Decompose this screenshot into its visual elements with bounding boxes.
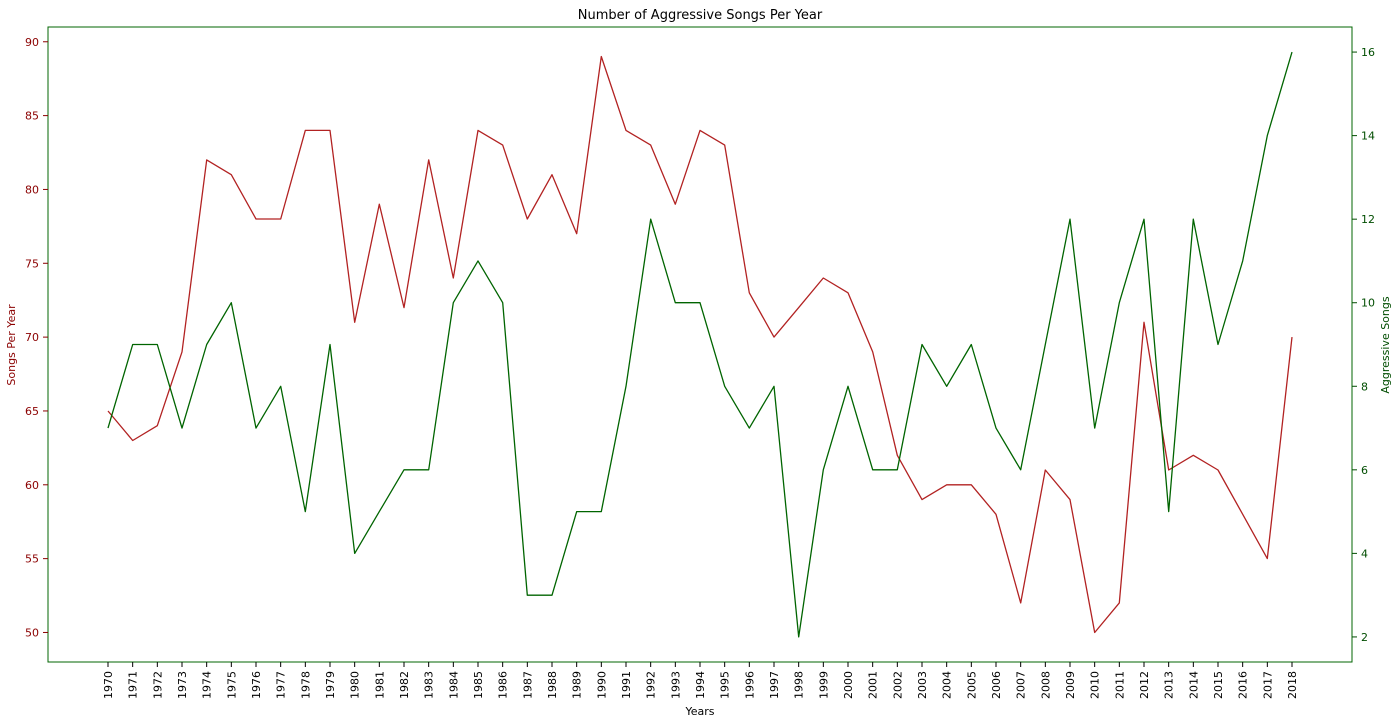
left-y-tick-label: 55 [25, 553, 39, 566]
left-y-tick-label: 90 [25, 36, 39, 49]
x-tick-label: 1990 [595, 671, 608, 699]
left-y-tick-label: 80 [25, 183, 39, 196]
left-y-tick-label: 50 [25, 626, 39, 639]
x-tick-label: 2008 [1039, 671, 1052, 699]
songs-per-year-line [107, 55, 1293, 634]
x-tick-label: 1992 [645, 671, 658, 699]
left-y-tick-label: 85 [25, 110, 39, 123]
x-tick-label: 1994 [694, 671, 707, 699]
right-y-tick-label: 4 [1361, 547, 1368, 560]
x-tick-label: 2014 [1187, 671, 1200, 699]
x-tick-label: 1970 [102, 671, 115, 699]
x-tick-label: 1973 [176, 671, 189, 699]
x-tick-label: 1998 [793, 671, 806, 699]
x-tick-label: 1988 [546, 671, 559, 699]
x-tick-label: 2005 [965, 671, 978, 699]
right-y-tick-label: 10 [1361, 297, 1375, 310]
right-y-tick-label: 8 [1361, 380, 1368, 393]
chart-title: Number of Aggressive Songs Per Year [578, 8, 823, 23]
x-tick-label: 1995 [719, 671, 732, 699]
x-tick-label: 1971 [127, 671, 140, 699]
right-y-axis: 2 4 6 8 10 12 14 16 [1352, 46, 1375, 644]
left-y-tick-label: 60 [25, 479, 39, 492]
plot-frame [47, 26, 1353, 663]
left-y-tick-label: 65 [25, 405, 39, 418]
x-tick-label: 2006 [990, 671, 1003, 699]
x-tick-label: 1974 [201, 671, 214, 699]
x-tick-label: 1975 [225, 671, 238, 699]
right-y-tick-label: 14 [1361, 130, 1375, 143]
left-y-tick-label: 70 [25, 331, 39, 344]
x-tick-label: 1980 [349, 671, 362, 699]
x-tick-label: 1993 [669, 671, 682, 699]
series-layer [107, 51, 1293, 638]
left-y-tick-label: 75 [25, 257, 39, 270]
x-tick-label: 2012 [1138, 671, 1151, 699]
x-tick-label: 1982 [398, 671, 411, 699]
x-tick-label: 1978 [299, 671, 312, 699]
x-axis: 1970 1971 1972 1973 1974 1975 1976 1977 1978 1979… [102, 662, 1299, 699]
left-y-axis-label: Songs Per Year [5, 304, 18, 386]
x-tick-label: 1984 [447, 671, 460, 699]
x-tick-label: 1981 [373, 671, 386, 699]
right-y-axis-label: Aggressive Songs [1379, 296, 1392, 393]
plot-area [47, 26, 1353, 663]
x-tick-label: 1997 [768, 671, 781, 699]
x-tick-label: 1996 [743, 671, 756, 699]
x-tick-label: 1976 [250, 671, 263, 699]
x-tick-label: 1991 [620, 671, 633, 699]
x-tick-label: 2015 [1212, 671, 1225, 699]
x-tick-label: 2018 [1286, 671, 1299, 699]
x-tick-label: 1987 [521, 671, 534, 699]
x-tick-label: 2011 [1113, 671, 1126, 699]
x-axis-label: Years [684, 705, 714, 718]
x-tick-label: 1977 [275, 671, 288, 699]
x-tick-label: 2000 [842, 671, 855, 699]
left-y-axis: 50 55 60 65 70 75 80 85 90 [25, 36, 48, 639]
x-tick-label: 2009 [1064, 671, 1077, 699]
x-tick-label: 2002 [891, 671, 904, 699]
x-tick-label: 1999 [817, 671, 830, 699]
x-tick-label: 1983 [423, 671, 436, 699]
x-tick-label: 2003 [916, 671, 929, 699]
x-tick-label: 2013 [1163, 671, 1176, 699]
x-tick-label: 1979 [324, 671, 337, 699]
x-tick-label: 1972 [151, 671, 164, 699]
x-tick-label: 2016 [1237, 671, 1250, 699]
x-tick-label: 1989 [571, 671, 584, 699]
x-tick-label: 2017 [1261, 671, 1274, 699]
x-tick-label: 2004 [941, 671, 954, 699]
right-y-tick-label: 12 [1361, 213, 1375, 226]
x-tick-label: 2001 [867, 671, 880, 699]
x-tick-label: 2010 [1089, 671, 1102, 699]
x-tick-label: 2007 [1015, 671, 1028, 699]
x-tick-label: 1985 [472, 671, 485, 699]
right-y-tick-label: 16 [1361, 46, 1375, 59]
aggressive-songs-line [107, 51, 1293, 638]
right-y-tick-label: 2 [1361, 631, 1368, 644]
right-y-tick-label: 6 [1361, 464, 1368, 477]
x-tick-label: 1986 [497, 671, 510, 699]
